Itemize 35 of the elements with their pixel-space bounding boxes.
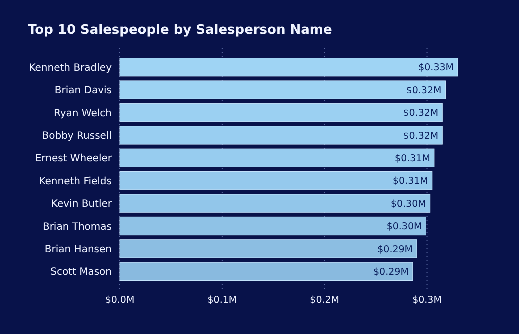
bar [120,148,435,168]
chart-title: Top 10 Salespeople by Salesperson Name [28,23,332,38]
y-tick-label: Kevin Butler [51,199,113,210]
y-tick-label: Ryan Welch [54,108,112,120]
y-tick-label: Kenneth Bradley [29,62,112,74]
x-tick-label: $0.2M [310,295,340,306]
y-tick-label: Ernest Wheeler [35,154,113,165]
bar [120,240,418,258]
y-tick-label: Brian Thomas [42,222,112,233]
data-label: $0.29M [374,266,409,278]
bar [120,103,443,122]
x-tick-label: $0.3M [412,295,442,306]
data-label: $0.33M [418,62,454,74]
data-label: $0.31M [392,176,428,188]
data-label: $0.30M [390,198,426,210]
bar [120,80,446,100]
y-tick-label: Brian Davis [54,86,112,97]
data-label: $0.32M [403,108,439,120]
x-tick-label: $0.1M [208,295,238,306]
data-label: $0.32M [403,130,439,142]
bar [120,262,414,281]
bar [120,216,426,236]
data-label: $0.31M [395,153,430,164]
y-tick-label: Scott Mason [50,267,112,278]
bar [120,58,458,77]
bar [120,126,443,145]
bar [120,194,431,213]
data-label: $0.29M [378,244,414,256]
y-tick-label: Bobby Russell [42,130,112,142]
data-label: $0.32M [406,85,442,96]
x-tick-label: $0.0M [105,295,135,306]
bar [120,172,433,190]
data-label: $0.30M [386,222,422,233]
y-tick-label: Kenneth Fields [39,176,112,188]
y-tick-label: Brian Hansen [44,244,112,256]
